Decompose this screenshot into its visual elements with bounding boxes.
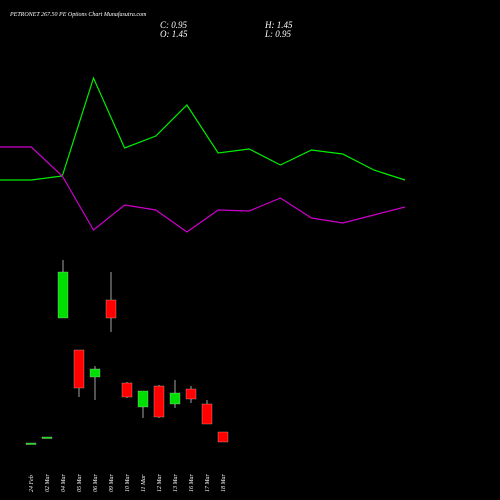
- x-tick-label: 02 Mar: [45, 474, 51, 492]
- x-tick-label: 05 Mar: [77, 474, 83, 492]
- candle-body: [169, 392, 181, 405]
- x-tick-label: 12 Mar: [157, 474, 163, 492]
- header-high: H: 1.45: [264, 20, 293, 30]
- candle-body: [25, 442, 37, 445]
- header-open: O: 1.45: [160, 29, 188, 39]
- chart-title: PETRONET 267.50 PE Options Chart Munafas…: [9, 11, 147, 18]
- x-tick-label: 10 Mar: [125, 474, 131, 492]
- candle-body: [57, 271, 69, 319]
- candle-body: [185, 388, 197, 400]
- line-series: [0, 146, 406, 233]
- x-tick-label: 16 Mar: [189, 474, 195, 492]
- candle-body: [89, 368, 101, 378]
- x-tick-label: 09 Mar: [109, 474, 115, 492]
- x-tick-label: 24 Feb: [28, 475, 35, 492]
- candle-body: [73, 349, 85, 389]
- candle-body: [201, 403, 213, 425]
- candle-body: [41, 436, 53, 439]
- x-tick-label: 11 Mar: [141, 474, 147, 492]
- candle-body: [153, 385, 165, 418]
- header-close: C: 0.95: [160, 20, 188, 30]
- x-tick-label: 17 Mar: [205, 474, 211, 492]
- x-tick-label: 18 Mar: [221, 474, 227, 492]
- candle-body: [121, 382, 133, 398]
- x-tick-label: 13 Mar: [173, 474, 179, 492]
- line-series: [0, 76, 406, 181]
- x-tick-label: 04 Mar: [60, 474, 67, 492]
- candle-body: [105, 299, 117, 319]
- candle-body: [137, 390, 149, 408]
- header-low: L: 0.95: [264, 29, 292, 39]
- x-tick-label: 06 Mar: [93, 474, 99, 492]
- candle-body: [217, 431, 229, 443]
